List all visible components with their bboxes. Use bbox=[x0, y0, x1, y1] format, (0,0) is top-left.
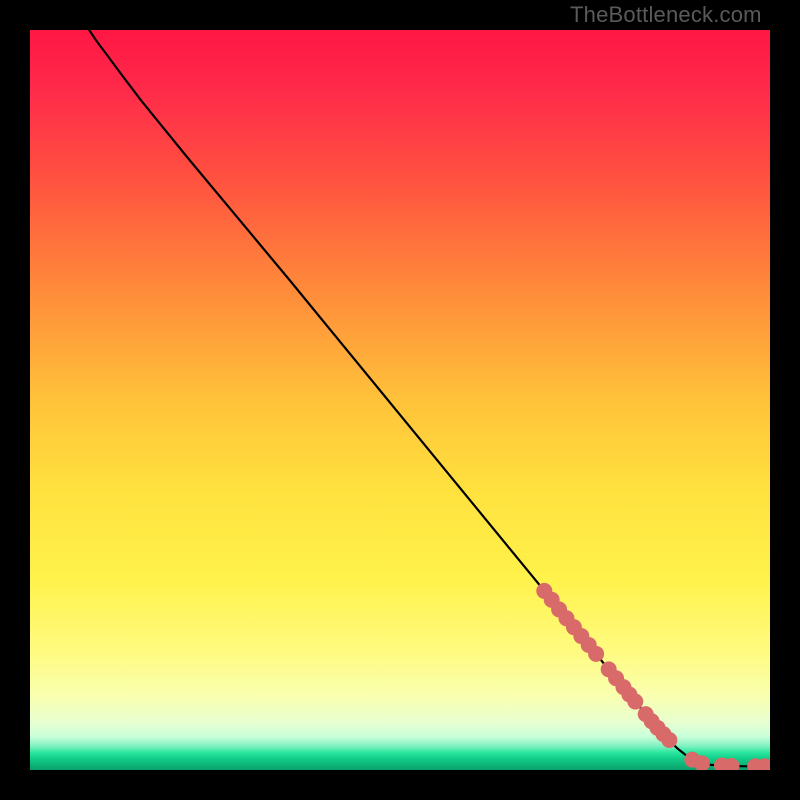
data-marker bbox=[627, 694, 643, 710]
data-marker bbox=[661, 732, 677, 748]
chart-svg bbox=[30, 30, 770, 770]
watermark-text: TheBottleneck.com bbox=[570, 2, 762, 28]
gradient-background bbox=[30, 30, 770, 770]
data-marker bbox=[588, 646, 604, 662]
plot-area bbox=[30, 30, 770, 770]
